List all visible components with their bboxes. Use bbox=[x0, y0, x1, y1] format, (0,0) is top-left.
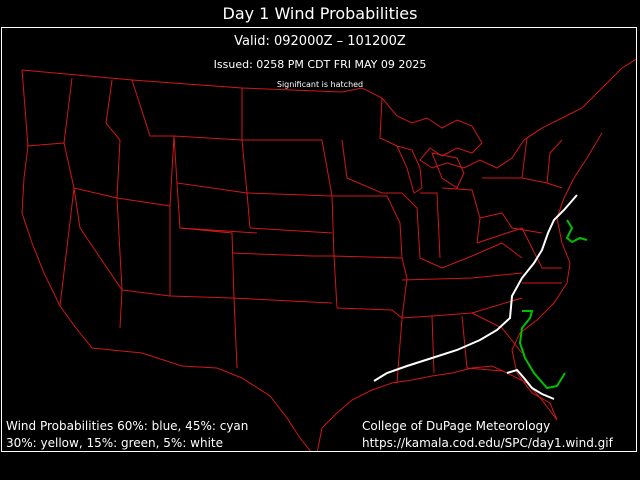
west-coast bbox=[21, 69, 93, 349]
canada-border bbox=[21, 69, 383, 99]
credit-url[interactable]: https://kamala.cod.edu/SPC/day1.wind.gif bbox=[362, 436, 613, 450]
map-frame: Valid: 092000Z – 101200Z Issued: 0258 PM… bbox=[1, 27, 637, 452]
probability-legend: Wind Probabilities 60%: blue, 45%: cyan … bbox=[6, 418, 249, 451]
mexico-border bbox=[91, 347, 312, 451]
legend-line-2: 30%: yellow, 15%: green, 5%: white bbox=[6, 436, 224, 450]
credit-block: College of DuPage Meteorology https://ka… bbox=[362, 418, 613, 451]
contour-15pct-fl bbox=[518, 310, 566, 390]
map-title: Day 1 Wind Probabilities bbox=[222, 4, 418, 23]
us-map bbox=[21, 58, 636, 451]
gulf-coast bbox=[316, 365, 558, 451]
state-boundaries bbox=[21, 58, 636, 451]
legend-line-1: Wind Probabilities 60%: blue, 45%: cyan bbox=[6, 419, 249, 433]
issued-time: Issued: 0258 PM CDT FRI MAY 09 2025 bbox=[213, 58, 427, 71]
contour-5pct-main bbox=[373, 194, 578, 382]
significant-note: Significant is hatched bbox=[276, 80, 364, 89]
credit-org: College of DuPage Meteorology bbox=[362, 419, 551, 433]
great-lakes bbox=[381, 58, 636, 169]
valid-time: Valid: 092000Z – 101200Z bbox=[234, 34, 406, 49]
contour-5pct-florida bbox=[506, 368, 555, 400]
michigan-east bbox=[431, 152, 465, 189]
east-coast bbox=[511, 132, 603, 421]
probability-contours bbox=[373, 194, 588, 400]
michigan bbox=[396, 145, 423, 194]
contour-15pct-va bbox=[565, 219, 588, 244]
